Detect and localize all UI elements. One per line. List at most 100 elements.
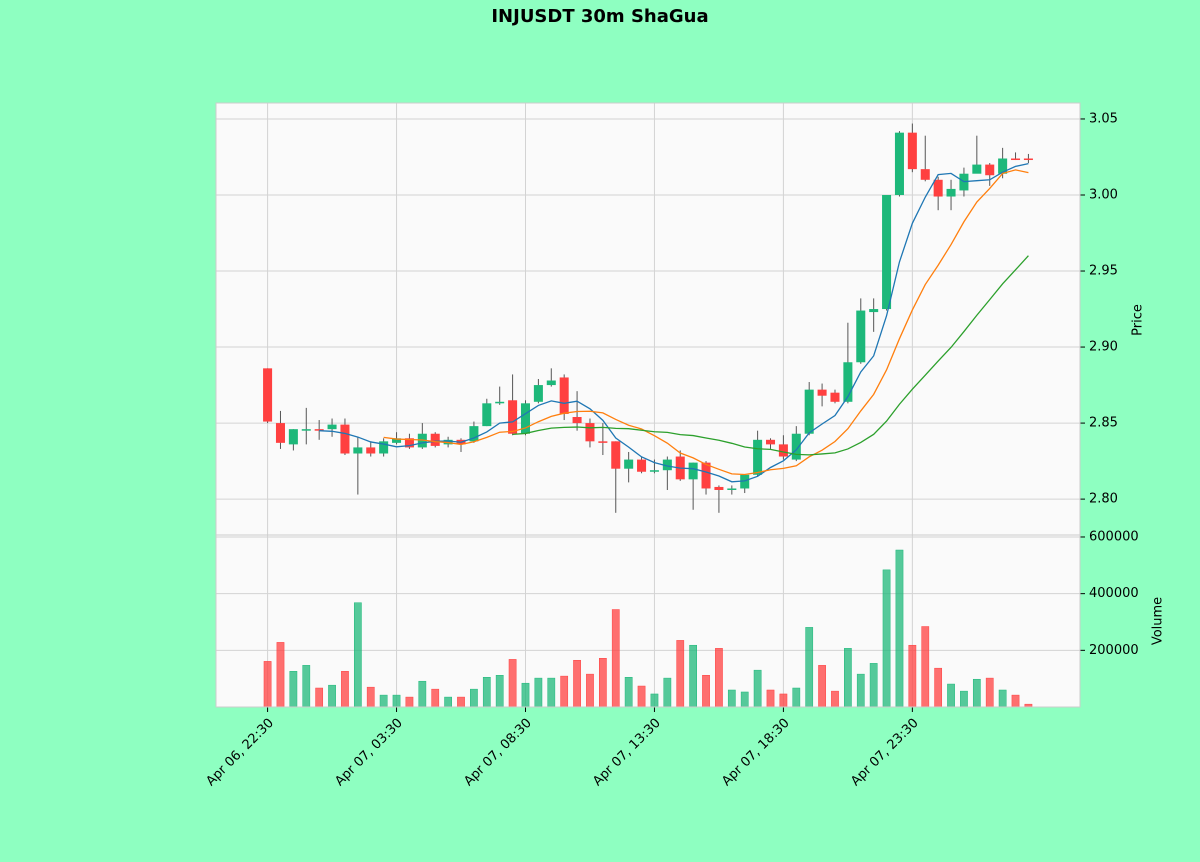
volume-bar: [611, 609, 620, 708]
candle-body: [520, 403, 531, 434]
candle-body: [843, 362, 853, 402]
volume-bar: [972, 678, 981, 708]
volume-bar: [702, 675, 710, 708]
candle-body: [353, 447, 363, 454]
candle-body: [830, 392, 840, 402]
volume-bar: [599, 658, 607, 708]
y-tick-label: 3.05: [1089, 111, 1118, 126]
volume-bar: [792, 687, 801, 708]
y-tick-label: 200000: [1089, 643, 1139, 658]
volume-bar: [495, 675, 504, 708]
candle-body: [817, 389, 827, 396]
candle-body: [869, 309, 879, 313]
candle-body: [508, 400, 518, 434]
candle-body: [598, 441, 608, 443]
volume-bar: [560, 675, 569, 708]
volume-bar: [482, 676, 491, 708]
volume-bar: [985, 677, 994, 708]
candle-body: [288, 429, 298, 445]
price-axis-label: Price: [1131, 304, 1146, 336]
volume-bar: [302, 665, 311, 708]
candle-body: [585, 423, 595, 442]
volume-bar: [392, 694, 401, 708]
candle-body: [804, 389, 814, 434]
candle-body: [998, 158, 1008, 174]
volume-bar: [844, 648, 852, 708]
candle-body: [778, 444, 788, 457]
candle-body: [327, 424, 337, 430]
volume-bar: [753, 669, 762, 708]
volume-bar: [805, 627, 814, 708]
volume-bar: [289, 671, 298, 708]
candle-body: [559, 377, 569, 414]
volume-bar: [908, 644, 917, 708]
candle-body: [314, 429, 324, 431]
volume-bar: [457, 696, 465, 708]
volume-axis-label: Volume: [1151, 597, 1166, 645]
volume-bar: [740, 691, 749, 708]
volume-bar: [547, 677, 556, 708]
volume-bar: [766, 689, 775, 708]
candle-body: [572, 417, 582, 424]
candle-body: [946, 188, 956, 197]
candle-body: [275, 423, 285, 443]
volume-bar: [353, 602, 362, 708]
candle-body: [753, 439, 763, 475]
volume-bar: [366, 686, 375, 708]
candle-body: [379, 441, 389, 454]
y-tick-label: 2.95: [1089, 264, 1118, 279]
candle-body: [882, 194, 892, 310]
candle-body: [907, 132, 917, 170]
volume-bar: [831, 690, 839, 708]
volume-bar: [960, 690, 968, 708]
y-tick-label: 600000: [1089, 529, 1139, 544]
volume-bar: [624, 676, 633, 708]
candle-body: [301, 429, 311, 431]
candle-body: [894, 132, 904, 195]
volume-frame: [215, 534, 1081, 708]
y-tick-label: 2.80: [1089, 492, 1118, 507]
volume-bar: [341, 671, 349, 708]
candle-body: [740, 474, 750, 489]
volume-bar: [934, 667, 943, 708]
candle-body: [637, 459, 647, 472]
moving-average-line: [512, 255, 1029, 456]
volume-bar: [779, 693, 788, 708]
y-tick-label: 2.90: [1089, 340, 1118, 355]
volume-bar: [715, 648, 723, 708]
volume-bar: [1011, 694, 1020, 708]
y-tick-label: 400000: [1089, 586, 1139, 601]
candle-body: [624, 459, 634, 469]
volume-bar: [895, 549, 904, 708]
volume-bar: [727, 689, 736, 708]
candle-body: [791, 433, 801, 460]
volume-bar: [818, 665, 826, 708]
moving-average-line: [383, 169, 1029, 476]
candle-body: [662, 459, 672, 471]
candle-body: [933, 179, 943, 197]
candle-body: [985, 164, 995, 176]
candle-body: [765, 439, 776, 445]
volume-bar: [998, 689, 1007, 708]
candle-body: [495, 401, 505, 404]
candle-body: [727, 488, 737, 490]
volume-bar: [637, 685, 646, 708]
candle-body: [972, 164, 982, 174]
candle-body: [469, 426, 479, 442]
volume-bar: [650, 693, 659, 708]
volume-bar: [379, 694, 388, 708]
candle-body: [714, 486, 724, 490]
volume-bar: [573, 659, 581, 708]
candle-body: [649, 470, 659, 472]
volume-bar: [663, 677, 672, 708]
candle-body: [688, 462, 698, 480]
volume-bar: [470, 688, 478, 708]
volume-bar: [328, 684, 336, 708]
volume-bar: [534, 677, 543, 708]
volume-bar: [521, 682, 530, 708]
volume-bar: [418, 680, 427, 708]
candle-body: [430, 433, 440, 446]
price-panel: [216, 103, 1080, 535]
candle-body: [701, 462, 711, 489]
